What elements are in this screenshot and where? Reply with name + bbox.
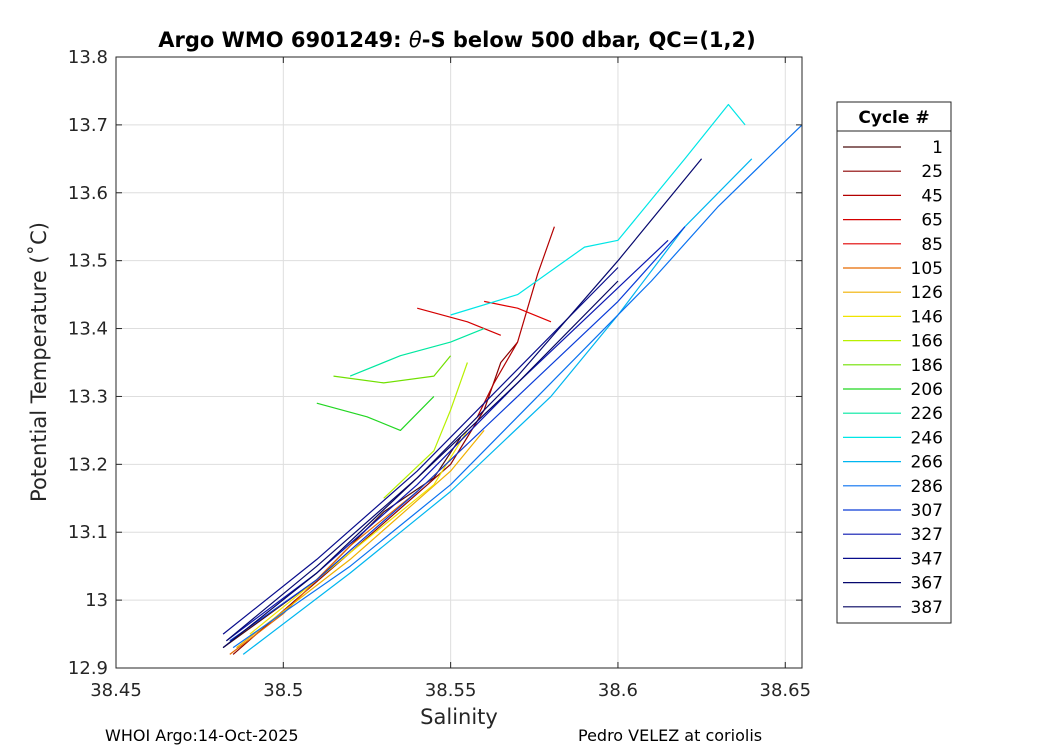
series-line-cycle-246 bbox=[450, 103, 746, 316]
series-line-cycle-25 bbox=[232, 341, 519, 655]
legend-label-226: 226 bbox=[911, 404, 943, 424]
legend-label-65: 65 bbox=[921, 211, 943, 231]
y-axis: 12.9 13 13.1 13.2 13.3 13.4 13.5 13.6 13.7 13.8 bbox=[68, 47, 802, 679]
chart-title: Argo WMO 6901249: θ-S below 500 dbar, QC… bbox=[158, 28, 755, 52]
legend-label-126: 126 bbox=[911, 283, 943, 303]
series-line-cycle-387 bbox=[222, 280, 619, 649]
y-tick-label-1: 13 bbox=[85, 590, 108, 611]
y-tick-label-6: 13.5 bbox=[68, 251, 108, 272]
x-tick-label-3: 38.6 bbox=[598, 680, 638, 701]
series-line-cycle-166 bbox=[383, 362, 468, 499]
series-line-cycle-286 bbox=[232, 124, 803, 649]
series-line-cycle-85 bbox=[483, 300, 552, 323]
series-line-cycle-206 bbox=[316, 395, 435, 431]
y-tick-label-4: 13.3 bbox=[68, 386, 108, 407]
y-tick-label-5: 13.4 bbox=[68, 319, 108, 340]
y-tick-label-8: 13.7 bbox=[68, 115, 108, 136]
legend-label-1: 1 bbox=[932, 138, 943, 158]
legend-label-25: 25 bbox=[921, 162, 943, 182]
legend-label-206: 206 bbox=[911, 380, 943, 400]
y-tick-label-7: 13.6 bbox=[68, 183, 108, 204]
footer-left: WHOI Argo:14-Oct-2025 bbox=[105, 726, 299, 745]
legend-label-186: 186 bbox=[911, 356, 943, 376]
plot-area bbox=[115, 56, 803, 669]
series-line-cycle-367 bbox=[226, 158, 703, 642]
axes-box bbox=[115, 56, 803, 669]
legend-label-387: 387 bbox=[911, 598, 943, 618]
legend-title: Cycle # bbox=[858, 108, 929, 128]
y-tick-label-9: 13.8 bbox=[68, 47, 108, 68]
series-line-cycle-146 bbox=[249, 430, 468, 635]
legend-label-85: 85 bbox=[921, 235, 943, 255]
legend-label-367: 367 bbox=[911, 574, 943, 594]
y-tick-label-3: 13.2 bbox=[68, 454, 108, 475]
legend-label-105: 105 bbox=[911, 259, 943, 279]
x-tick-label-1: 38.5 bbox=[263, 680, 303, 701]
plot-background bbox=[116, 57, 802, 668]
legend-label-266: 266 bbox=[911, 453, 943, 473]
series-line-cycle-347 bbox=[222, 267, 619, 635]
x-axis-label: Salinity bbox=[420, 705, 498, 729]
legend-label-45: 45 bbox=[921, 186, 943, 206]
series-line-cycle-307 bbox=[229, 226, 686, 642]
x-tick-label-2: 38.55 bbox=[425, 680, 477, 701]
y-tick-label-2: 13.1 bbox=[68, 522, 108, 543]
y-tick-label-0: 12.9 bbox=[68, 658, 108, 679]
series-line-cycle-226 bbox=[349, 328, 485, 377]
footer-right: Pedro VELEZ at coriolis bbox=[578, 726, 762, 745]
x-tick-label-0: 38.45 bbox=[90, 680, 142, 701]
legend-label-146: 146 bbox=[911, 307, 943, 327]
legend: Cycle #1 25 45 65 85 105 126 146 166 186 206 226 246… bbox=[836, 101, 952, 624]
legend-label-307: 307 bbox=[911, 501, 943, 521]
legend-label-347: 347 bbox=[911, 549, 943, 569]
x-tick-label-4: 38.65 bbox=[760, 680, 812, 701]
series-line-cycle-186 bbox=[333, 355, 452, 384]
series-line-cycle-126 bbox=[236, 430, 485, 649]
legend-box bbox=[836, 101, 952, 624]
legend-label-166: 166 bbox=[911, 332, 943, 352]
legend-label-327: 327 bbox=[911, 525, 943, 545]
series-line-cycle-45 bbox=[476, 226, 555, 418]
legend-label-246: 246 bbox=[911, 428, 943, 448]
x-axis: 38.45 38.5 38.55 38.6 38.65 bbox=[90, 57, 811, 701]
y-axis-label: Potential Temperature (˚C) bbox=[27, 222, 51, 502]
series-line-cycle-65 bbox=[417, 307, 502, 336]
legend-label-286: 286 bbox=[911, 477, 943, 497]
